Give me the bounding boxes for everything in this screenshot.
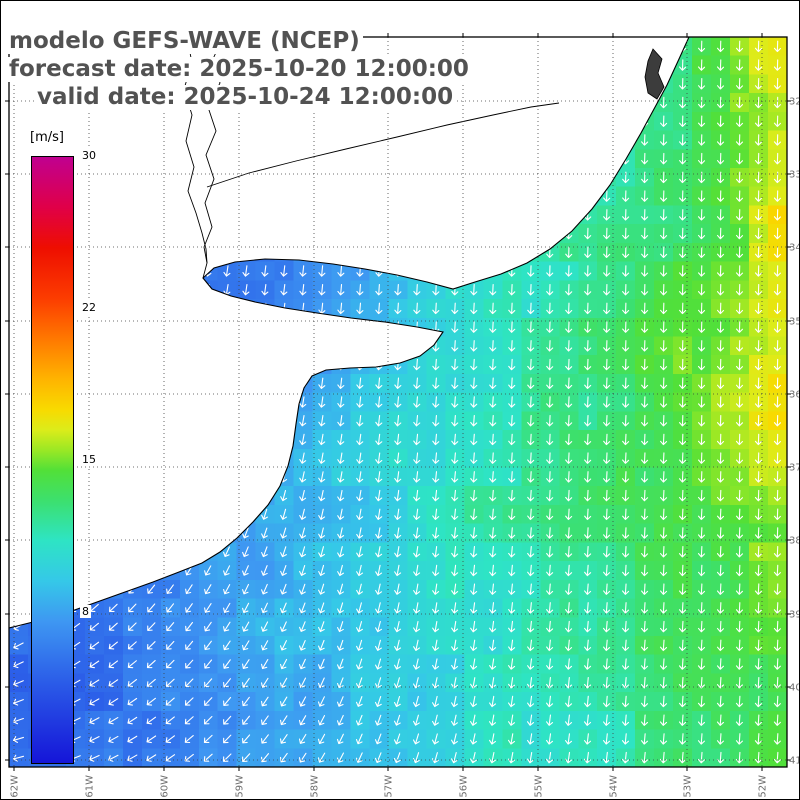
lon-label: 55W [534,775,545,798]
lat-label: 32S [789,97,800,108]
lon-label: 59W [235,775,246,798]
valid-date-line: valid date: 2025-10-24 12:00:00 [34,84,457,111]
colorbar-tick-label: 30 [80,149,98,162]
forecast-date-line: forecast date: 2025-10-20 12:00:00 [6,56,472,83]
lon-label: 54W [609,775,620,798]
lat-labels: 32S 33S 34S 35S 36S 37S 38S 39S 40S 41S [789,97,800,767]
lat-label: 35S [789,317,800,328]
lon-label: 56W [459,775,470,798]
graticule [9,37,787,767]
colorbar-tick-label: 22 [80,301,98,314]
map-frame [8,36,788,768]
coastline [9,37,690,629]
colorbar-tick-label: 15 [80,453,98,466]
lon-labels: 62W 61W 60W 59W 58W 57W 56W 55W 54W 53W 52W [10,775,769,798]
lon-label: 61W [85,775,96,798]
lon-label: 53W [683,775,694,798]
lon-label: 60W [160,775,171,798]
lat-label: 36S [789,390,800,401]
lon-label: 57W [384,775,395,798]
lat-label: 39S [789,610,800,621]
lat-label: 33S [789,170,800,181]
colorbar-unit-label: [m/s] [28,130,66,145]
lat-label: 41S [789,756,800,767]
colorbar-tick-label: 8 [80,605,91,618]
lon-label: 62W [10,775,21,798]
model-title: modelo GEFS-WAVE (NCEP) [6,28,363,55]
lat-label: 38S [789,536,800,547]
lon-label: 58W [310,775,321,798]
map-layers [9,37,787,767]
lon-label: 52W [758,775,769,798]
lagoon [644,48,665,100]
colorbar-gradient [31,156,74,764]
land-mask [9,37,689,628]
lat-label: 34S [789,243,800,254]
lat-label: 40S [789,683,800,694]
lat-label: 37S [789,463,800,474]
